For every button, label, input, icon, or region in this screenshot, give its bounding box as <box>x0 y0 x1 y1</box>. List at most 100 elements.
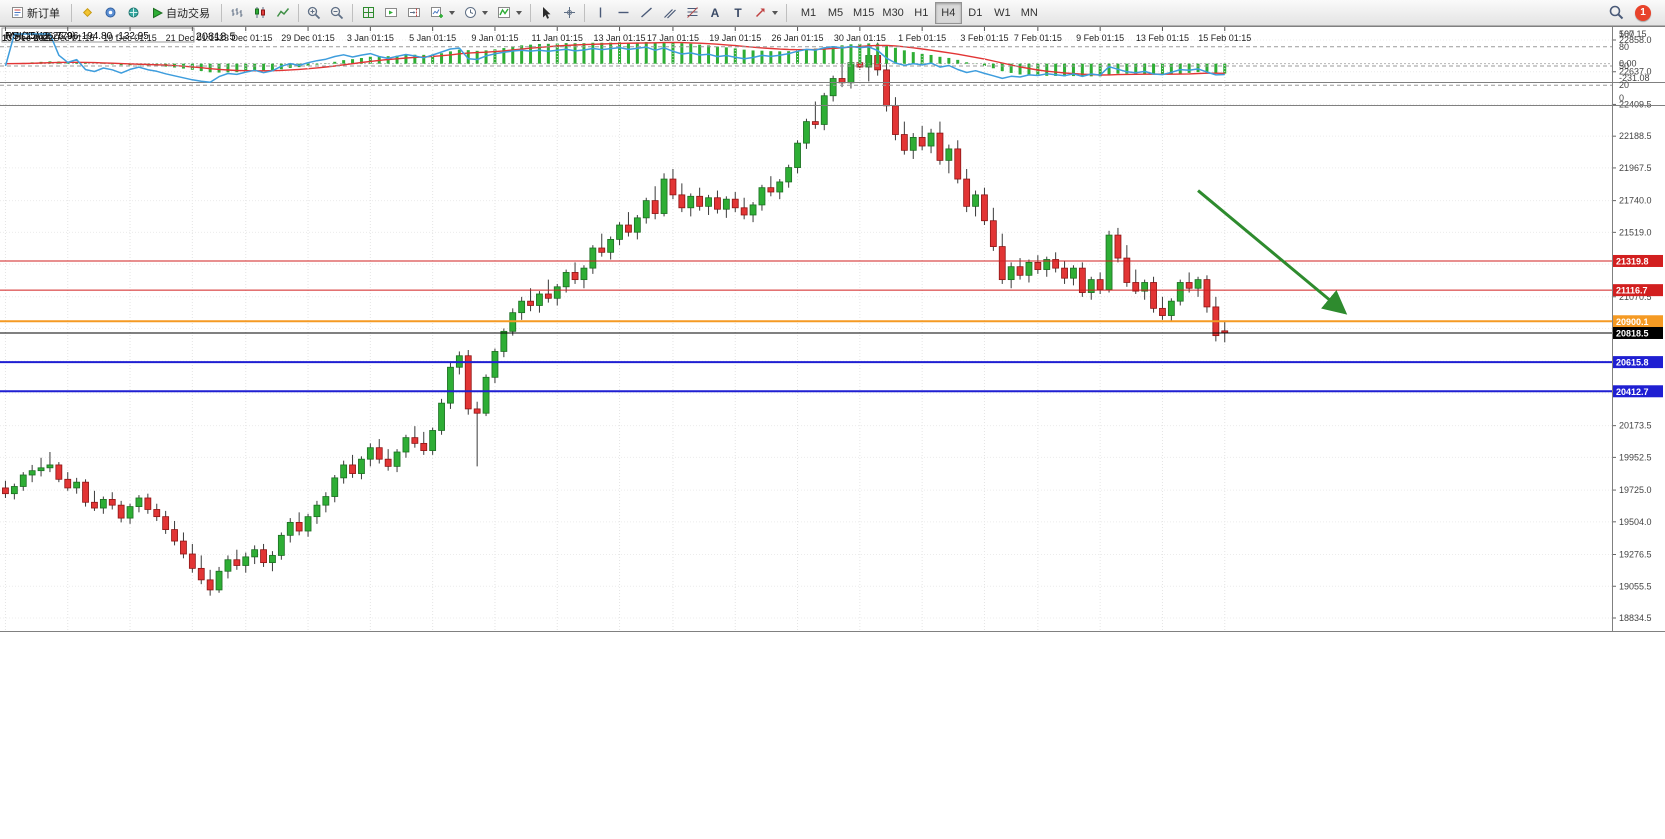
price-axis-label: 20173.5 <box>1619 421 1652 431</box>
candle-down <box>162 516 170 530</box>
candle-up <box>313 504 321 518</box>
chart-shift-icon <box>407 6 421 19</box>
zoom-out-button[interactable] <box>326 2 348 24</box>
candle-down <box>1096 279 1104 291</box>
candle-up <box>909 136 917 151</box>
text-label-button[interactable]: T <box>727 2 749 24</box>
price-axis-label: 21967.5 <box>1619 163 1652 173</box>
line-chart-button[interactable] <box>272 2 294 24</box>
new-chart-button[interactable] <box>426 2 459 24</box>
time-axis-label: 15 Dec 01:15 <box>41 33 95 43</box>
timeframe-m30-button[interactable]: M30 <box>878 2 907 24</box>
candle-up <box>785 167 793 183</box>
candle-down <box>180 540 187 555</box>
toolbar-divider <box>786 3 787 22</box>
toolbar-divider <box>221 3 222 22</box>
price-tag-label: 20818.5 <box>1616 328 1649 338</box>
price-axis-label: 19055.5 <box>1619 581 1652 591</box>
candle-down <box>954 148 962 180</box>
time-axis-label: 26 Jan 01:15 <box>772 33 824 43</box>
candlestick-chart-icon <box>253 6 267 19</box>
rsi-axis-label: 20 <box>1619 80 1629 90</box>
candle-up <box>429 430 437 451</box>
horizontal-line-button[interactable] <box>612 2 634 24</box>
timeframe-m15-button[interactable]: M15 <box>849 2 878 24</box>
candle-down <box>420 442 428 451</box>
candle-up <box>1070 267 1077 279</box>
candlestick-chart-button[interactable] <box>249 2 271 24</box>
candle-up <box>794 142 801 168</box>
candle-down <box>696 195 704 207</box>
bar-chart-button[interactable] <box>226 2 248 24</box>
vertical-line-icon <box>595 6 606 19</box>
text-tool-icon: A <box>710 5 720 20</box>
trend-arrow-annotation[interactable] <box>1197 189 1348 315</box>
timeframe-h1-button[interactable]: H1 <box>908 2 935 24</box>
candle-down <box>144 497 152 510</box>
timeframe-m1-button[interactable]: M1 <box>795 2 822 24</box>
price-axis-label: 21740.0 <box>1619 196 1652 206</box>
time-axis-label: 5 Jan 01:15 <box>409 33 456 43</box>
timeframe-w1-button[interactable]: W1 <box>989 2 1016 24</box>
candle-up <box>438 402 445 431</box>
fibonacci-button[interactable] <box>681 2 703 24</box>
time-axis-label: 13 Feb 01:15 <box>1136 33 1189 43</box>
autoscroll-button[interactable] <box>380 2 402 24</box>
macd-axis-label: 0.00 <box>1619 59 1637 69</box>
new-order-label: 新订单 <box>27 7 60 20</box>
timeframe-h4-button[interactable]: H4 <box>934 1 962 24</box>
candle-down <box>1114 234 1122 259</box>
rsi-panel[interactable]: RSI(15) 36.7796 100 80 50 20 0 <box>0 26 1665 106</box>
candle-up <box>633 217 641 233</box>
candle-up <box>500 330 508 352</box>
rsi-line <box>4 33 1225 84</box>
metaeditor-button[interactable] <box>76 2 98 24</box>
options-button[interactable] <box>99 2 121 24</box>
community-button[interactable] <box>122 2 144 24</box>
candle-down <box>82 481 89 503</box>
price-tag-label: 21319.8 <box>1616 256 1649 266</box>
candle-down <box>1132 282 1140 292</box>
candle-up <box>126 506 134 519</box>
indicators-button[interactable] <box>493 2 526 24</box>
price-tag <box>1613 284 1663 297</box>
trendline-button[interactable] <box>635 2 657 24</box>
candle-up <box>1043 259 1051 270</box>
timeframe-m5-button[interactable]: M5 <box>822 2 849 24</box>
toolbar-divider <box>352 3 353 22</box>
macd-axis-label: -231.08 <box>1619 73 1650 83</box>
candle-down <box>651 200 659 214</box>
timeframe-mn-button[interactable]: MN <box>1016 2 1043 24</box>
time-axis-label: 3 Jan 01:15 <box>347 33 394 43</box>
candle-down <box>1150 282 1157 309</box>
cursor-button[interactable] <box>535 2 557 24</box>
candle-down <box>1203 279 1211 308</box>
search-button[interactable] <box>1605 2 1628 24</box>
text-button[interactable]: A <box>704 2 726 24</box>
candle-down <box>464 355 472 410</box>
time-axis-label: 17 Jan 01:15 <box>647 33 699 43</box>
notification-badge[interactable]: 1 <box>1635 4 1651 21</box>
tile-windows-button[interactable] <box>357 2 379 24</box>
zoom-in-button[interactable] <box>303 2 325 24</box>
new-order-button[interactable]: 新订单 <box>4 2 67 24</box>
candle-down <box>1185 282 1193 289</box>
channel-button[interactable] <box>658 2 680 24</box>
price-chart-pane[interactable]: 22858.0 22637.0 22409.5 22188.5 21967.5 21740… <box>0 26 1665 632</box>
periods-button[interactable] <box>460 2 492 24</box>
macd-panel[interactable]: MACD(12,26,9) -194.80 -132.95 567.15 0.00 -… <box>0 26 1665 83</box>
price-tag <box>1613 326 1663 339</box>
autotrading-button[interactable]: 自动交易 <box>145 2 217 24</box>
timeframe-d1-button[interactable]: D1 <box>962 2 989 24</box>
shapes-button[interactable] <box>750 2 782 24</box>
vertical-line-button[interactable] <box>589 2 611 24</box>
candle-down <box>892 105 899 135</box>
crosshair-button[interactable] <box>558 2 580 24</box>
candle-up <box>553 286 561 299</box>
rsi-axis-label: 50 <box>1619 61 1629 71</box>
candle-down <box>55 464 63 480</box>
candle-up <box>135 497 143 507</box>
chart-shift-button[interactable] <box>403 2 425 24</box>
candle-down <box>153 509 161 518</box>
